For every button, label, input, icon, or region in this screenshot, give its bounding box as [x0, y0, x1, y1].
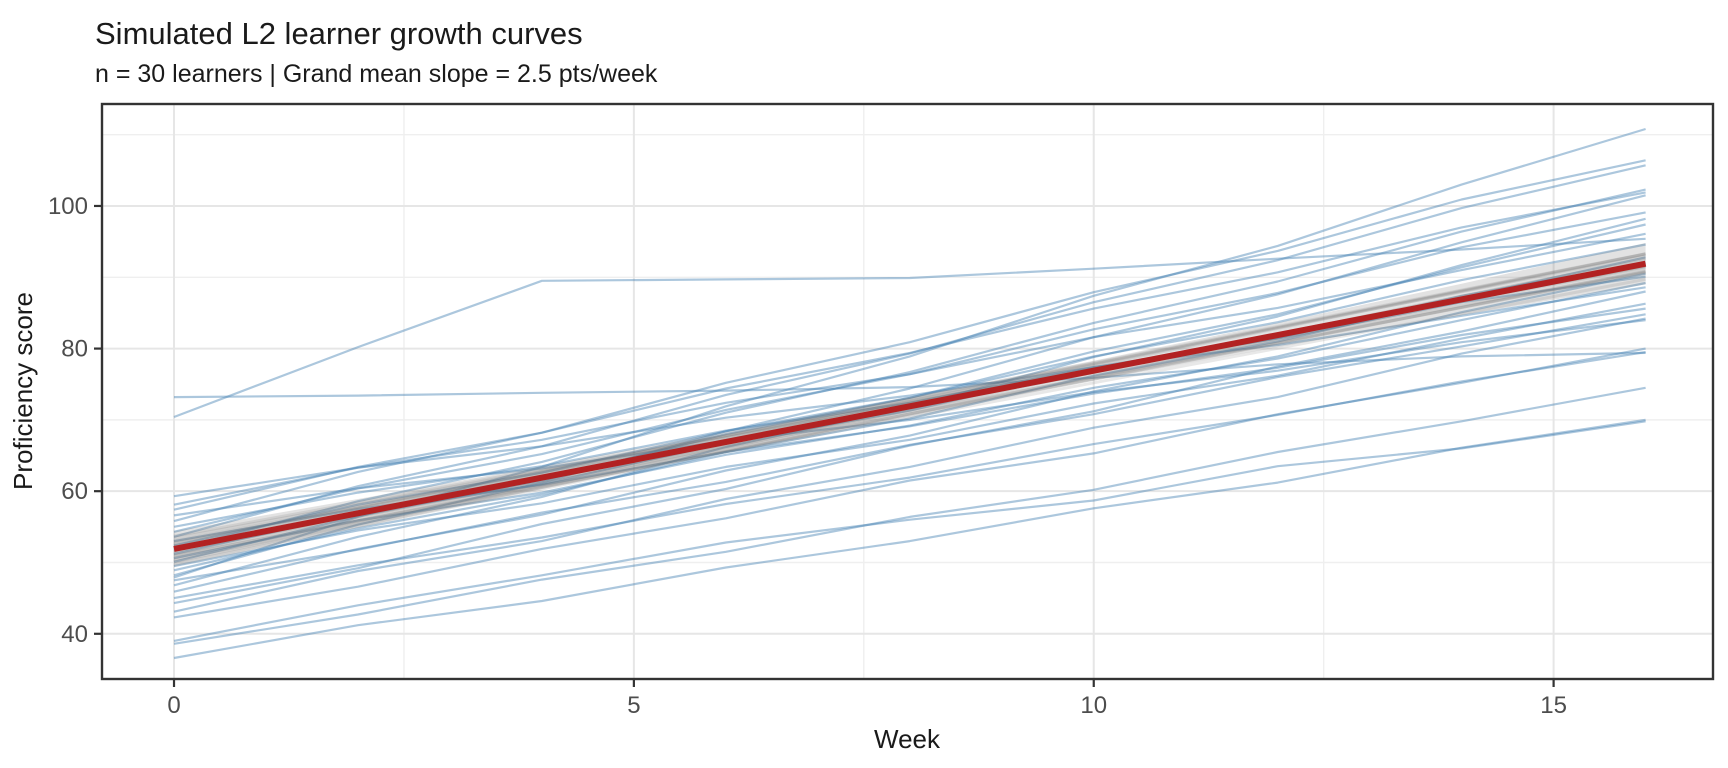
y-tick-label: 60 [61, 478, 88, 505]
grand-mean-line [173, 260, 1647, 552]
draw-line [173, 270, 1646, 558]
y-axis-title: Proficiency score [8, 292, 38, 490]
learner-line [173, 418, 1646, 660]
mean-line [173, 260, 1647, 552]
draw-line [173, 269, 1646, 562]
learner-line [173, 191, 1646, 511]
learner-line [173, 347, 1646, 619]
x-tick-label: 10 [1080, 692, 1107, 719]
learner-lines [173, 127, 1646, 660]
learner-line [173, 194, 1646, 577]
x-axis-title: Week [874, 724, 941, 754]
y-tick-labels: 40 60 80 100 [48, 193, 88, 648]
learner-line [173, 159, 1646, 523]
draw-line [173, 277, 1646, 557]
learner-line [173, 164, 1646, 538]
gridlines-major [102, 104, 1713, 679]
draw-line [173, 254, 1646, 545]
axis-ticks [94, 204, 1555, 687]
chart-subtitle: n = 30 learners | Grand mean slope = 2.5… [95, 60, 658, 88]
y-tick-label: 40 [61, 621, 88, 648]
learner-line [173, 420, 1646, 642]
learner-line [173, 313, 1646, 582]
gridlines-minor [102, 104, 1713, 679]
x-tick-labels: 0 5 10 15 [167, 692, 1567, 719]
learner-line [173, 232, 1646, 506]
panel-border [100, 102, 1715, 681]
x-tick-label: 5 [627, 692, 640, 719]
learner-line [173, 302, 1646, 568]
learner-line [173, 319, 1646, 517]
learner-line [173, 351, 1646, 600]
learner-line [173, 286, 1646, 498]
learner-line [173, 351, 1646, 399]
draw-line [173, 252, 1646, 547]
y-tick-label: 80 [61, 336, 88, 363]
learner-line [173, 237, 1646, 419]
x-tick-label: 15 [1540, 692, 1567, 719]
learner-line [173, 275, 1646, 528]
learner-line [173, 272, 1646, 593]
panel-border-rect [100, 102, 1715, 681]
learner-line [173, 290, 1646, 605]
learner-line [173, 317, 1646, 613]
y-tick-label: 100 [48, 193, 88, 220]
draw-line [173, 271, 1646, 553]
learner-line [173, 281, 1646, 560]
learner-line [173, 188, 1646, 551]
learner-line [173, 211, 1646, 533]
x-tick-label: 0 [167, 692, 180, 719]
learner-line [173, 386, 1646, 645]
chart-title: Simulated L2 learner growth curves [95, 16, 583, 51]
learner-line [173, 243, 1646, 547]
